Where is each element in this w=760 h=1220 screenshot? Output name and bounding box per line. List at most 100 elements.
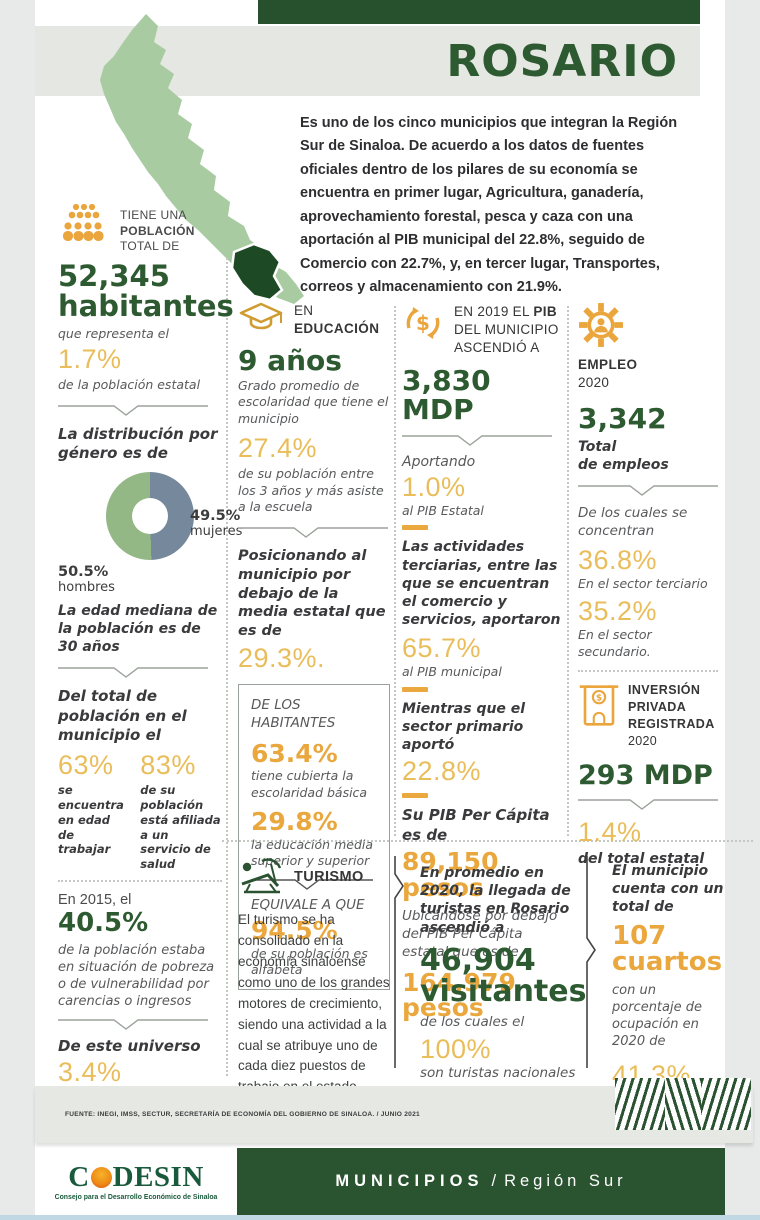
primario-text: Mientras que el sector primario aportó bbox=[402, 700, 526, 754]
visitors-intro: En promedio en 2020, la llegada de turis… bbox=[420, 865, 571, 936]
stripe-segment bbox=[615, 1078, 665, 1130]
terciarias-pct: 65.7% bbox=[402, 633, 482, 664]
school-attendance-pct: 27.4% bbox=[238, 433, 318, 464]
education-header-small: EN bbox=[294, 303, 314, 318]
stripe-segment bbox=[701, 1078, 751, 1130]
national-intro: de los cuales el bbox=[420, 1013, 525, 1030]
source-text: FUENTE: INEGI, IMSS, SECTUR, SECRETARÍA … bbox=[65, 1111, 420, 1118]
bar-separator: / bbox=[491, 1172, 497, 1190]
chevron-divider bbox=[578, 799, 718, 811]
codesin-logo-block: C DESIN Consejo para el Desarrollo Económ… bbox=[35, 1148, 237, 1215]
gold-dash bbox=[402, 686, 428, 692]
empleo-total-caption-1: Total bbox=[578, 438, 617, 455]
state-share-caption: de la población estatal bbox=[58, 377, 201, 393]
graduation-cap-icon bbox=[239, 302, 283, 330]
poverty-intro: En 2015, el bbox=[58, 892, 132, 909]
education-box-title: DE LOS HABITANTES bbox=[251, 697, 336, 731]
inversion-title-3: REGISTRADA bbox=[628, 717, 715, 732]
primario-pct: 22.8% bbox=[402, 756, 482, 787]
stripe-pattern bbox=[615, 1078, 751, 1130]
empleo-title: EMPLEO bbox=[578, 357, 638, 372]
population-label-3: TOTAL DE bbox=[120, 239, 180, 254]
chevron-divider bbox=[578, 485, 718, 497]
terciario-caption: En el sector terciario bbox=[578, 575, 708, 591]
vertical-chevron-divider bbox=[586, 856, 596, 1068]
sinaloa-shape bbox=[100, 14, 304, 304]
svg-text:$: $ bbox=[416, 311, 430, 335]
divider-col1-col2 bbox=[226, 258, 228, 1076]
page-title: ROSARIO bbox=[446, 35, 678, 87]
empleo-year: 2020 bbox=[578, 375, 610, 391]
population-label-2: POBLACIÓN bbox=[120, 223, 195, 238]
inversion-header: $ INVERSIÓN PRIVADA REGISTRADA 2020 bbox=[578, 682, 718, 750]
pib-header: $ EN 2019 EL PIB DEL MUNICIPIO ASCENDIÓ … bbox=[402, 302, 562, 358]
health-coverage-caption: de su población está afiliada a un servi… bbox=[140, 782, 221, 872]
chevron-divider bbox=[238, 527, 388, 538]
turismo-header: TURISMO bbox=[238, 858, 396, 898]
pib-h3: ASCENDIÓ A bbox=[454, 340, 540, 356]
codesin-o-disc bbox=[90, 1166, 112, 1188]
state-share-pct: 1.7% bbox=[58, 344, 122, 375]
chevron-divider-dark bbox=[251, 878, 373, 890]
schooling-years: 9 años bbox=[238, 344, 342, 378]
chevron-divider bbox=[58, 667, 208, 679]
bar-municipios: MUNICIPIOS bbox=[335, 1172, 484, 1190]
rosario-municipality-highlight bbox=[230, 242, 284, 302]
page-background bbox=[35, 0, 725, 1148]
divider-col2-col3 bbox=[394, 306, 396, 836]
literacy-pct: 94.5% bbox=[251, 916, 338, 946]
codesin-tagline: Consejo para el Desarrollo Económico de … bbox=[54, 1193, 218, 1201]
represents-label: que representa el bbox=[58, 325, 169, 341]
gender-donut bbox=[106, 471, 194, 560]
aportando-label: Aportando bbox=[402, 454, 476, 471]
gold-dash bbox=[402, 793, 428, 799]
median-age-text: La edad mediana de la población es de 30… bbox=[58, 602, 218, 656]
pib-h1b: PIB bbox=[533, 304, 558, 319]
health-coverage-pct: 83% bbox=[140, 749, 196, 780]
national-caption: son turistas nacionales bbox=[420, 1064, 576, 1081]
secundario-pct: 35.2% bbox=[578, 596, 658, 627]
extreme-poverty-pct: 3.4% bbox=[58, 1056, 122, 1087]
gender-donut-chart: 49.5% mujeres 50.5% hombres bbox=[58, 471, 242, 595]
percapita-label: Su PIB Per Cápita es de bbox=[402, 806, 550, 844]
pib-h2: DEL MUNICIPIO bbox=[454, 322, 559, 338]
education-header: EN EDUCACIÓN bbox=[238, 300, 390, 338]
turismo-paragraph: El turismo se ha consolidado en la econo… bbox=[238, 912, 390, 1094]
state-percapita-caption: Ubicándose por debajo del PIB Per Cápita… bbox=[402, 908, 558, 961]
population-unit: habitantes bbox=[58, 289, 234, 324]
inversion-title-2: PRIVADA bbox=[628, 700, 687, 715]
terciario-pct: 36.8% bbox=[578, 544, 658, 575]
universe-intro: De este universo bbox=[58, 1037, 201, 1056]
working-age-pct: 63% bbox=[58, 749, 114, 780]
chevron-divider bbox=[402, 435, 552, 447]
rooms-value: 107 bbox=[612, 920, 667, 951]
state-percapita-value: 164,979 bbox=[402, 967, 516, 997]
basic-education-pct: 63.4% bbox=[251, 738, 338, 768]
labor-health-intro: Del total de población en el municipio e… bbox=[58, 687, 187, 745]
inversion-caption: del total estatal bbox=[578, 851, 705, 868]
inversion-pct: 1.4% bbox=[578, 817, 642, 848]
education-header-bold: EDUCACIÓN bbox=[294, 321, 380, 337]
upper-education-caption: la educación media superior y superior bbox=[251, 836, 374, 869]
population-header: TIENE UNA POBLACIÓN TOTAL DE bbox=[58, 202, 222, 255]
concentrate-label: De los cuales se concentran bbox=[578, 505, 688, 540]
percapita-unit: pesos bbox=[402, 872, 484, 902]
terciarias-caption: al PIB municipal bbox=[402, 664, 502, 680]
top-green-bar bbox=[258, 0, 700, 24]
divider-horizontal-tourism bbox=[222, 840, 753, 842]
visitors-unit: visitantes bbox=[420, 974, 587, 1010]
national-pct: 100% bbox=[420, 1033, 492, 1064]
source-band: FUENTE: INEGI, IMSS, SECTUR, SECRETARÍA … bbox=[35, 1078, 753, 1143]
divider-col3-col4 bbox=[567, 306, 569, 836]
building-dollar-icon: $ bbox=[579, 685, 619, 726]
inversion-value: 293 MDP bbox=[578, 759, 713, 791]
turismo-title: TURISMO bbox=[294, 869, 364, 886]
chevron-divider bbox=[58, 1019, 208, 1031]
working-age-caption: se encuentra en edad de trabajar bbox=[58, 782, 124, 857]
basic-education-caption: tiene cubierta la escolaridad básica bbox=[251, 768, 368, 800]
intro-paragraph: Es uno de los cinco municipios que integ… bbox=[300, 115, 678, 296]
gender-title: La distribución por género es de bbox=[58, 424, 218, 463]
population-number: 52,345 bbox=[58, 258, 170, 293]
upper-education-pct: 29.8% bbox=[251, 807, 338, 837]
